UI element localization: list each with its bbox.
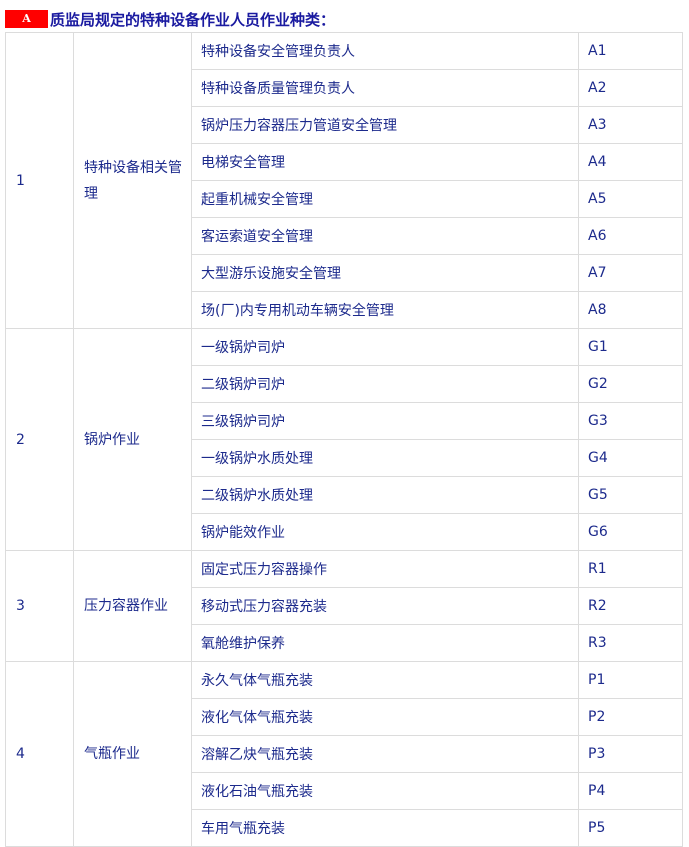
operation-code: G6 — [578, 513, 683, 551]
operation-code: A4 — [578, 143, 683, 181]
table-row: 大型游乐设施安全管理 A7 — [6, 254, 683, 292]
operation-code: R2 — [578, 587, 683, 625]
operation-name: 液化石油气瓶充装 — [191, 772, 579, 810]
group-category: 特种设备相关管理 — [73, 32, 192, 329]
operation-code: P2 — [578, 698, 683, 736]
table-row: 1 特种设备相关管理 特种设备安全管理负责人 A1 — [5, 32, 683, 329]
operation-name: 电梯安全管理 — [191, 143, 579, 181]
operation-name: 氧舱维护保养 — [191, 624, 579, 662]
operation-code: A2 — [578, 69, 683, 107]
operation-name: 锅炉压力容器压力管道安全管理 — [191, 106, 579, 144]
table-row: 溶解乙炔气瓶充装 P3 — [6, 735, 683, 773]
operation-name: 客运索道安全管理 — [191, 217, 579, 255]
operation-name: 液化气体气瓶充装 — [191, 698, 579, 736]
operation-code: R3 — [578, 624, 683, 662]
operation-code: G5 — [578, 476, 683, 514]
operation-code: P3 — [578, 735, 683, 773]
group-number: 2 — [5, 328, 74, 551]
operation-name: 固定式压力容器操作 — [191, 550, 579, 588]
operation-name: 锅炉能效作业 — [191, 513, 579, 551]
group-number: 3 — [5, 550, 74, 662]
operation-code: R1 — [578, 550, 683, 588]
operation-name: 场(厂)内专用机动车辆安全管理 — [191, 291, 579, 329]
table-row: 3 压力容器作业 固定式压力容器操作 R1 — [5, 550, 683, 662]
operation-types-table: 1 特种设备相关管理 特种设备安全管理负责人 A1 特种设备质量管理负责人 A2 锅炉压力容… — [5, 32, 683, 847]
table-row: 二级锅炉司炉 G2 — [6, 365, 683, 403]
group-category: 锅炉作业 — [73, 328, 192, 551]
operation-code: P1 — [578, 661, 683, 699]
table-row: 客运索道安全管理 A6 — [6, 217, 683, 255]
operation-name: 特种设备安全管理负责人 — [191, 32, 579, 70]
operation-code: G4 — [578, 439, 683, 477]
table-row: 移动式压力容器充装 R2 — [6, 587, 683, 625]
operation-name: 起重机械安全管理 — [191, 180, 579, 218]
operation-code: A1 — [578, 32, 683, 70]
operation-code: A5 — [578, 180, 683, 218]
group-number: 4 — [5, 661, 74, 847]
operation-code: A7 — [578, 254, 683, 292]
table-row: 二级锅炉水质处理 G5 — [6, 476, 683, 514]
operation-code: A8 — [578, 291, 683, 329]
operation-name: 三级锅炉司炉 — [191, 402, 579, 440]
operation-code: A3 — [578, 106, 683, 144]
operation-name: 永久气体气瓶充装 — [191, 661, 579, 699]
table-row: 液化气体气瓶充装 P2 — [6, 698, 683, 736]
table-row: 锅炉能效作业 G6 — [6, 513, 683, 551]
operation-name: 一级锅炉司炉 — [191, 328, 579, 366]
operation-code: A6 — [578, 217, 683, 255]
group-number: 1 — [5, 32, 74, 329]
operation-name: 二级锅炉水质处理 — [191, 476, 579, 514]
section-title: 质监局规定的特种设备作业人员作业种类： — [50, 10, 336, 29]
table-row: 三级锅炉司炉 G3 — [6, 402, 683, 440]
group-category: 压力容器作业 — [73, 550, 192, 662]
operation-code: G2 — [578, 365, 683, 403]
table-row: 电梯安全管理 A4 — [6, 143, 683, 181]
table-row: 液化石油气瓶充装 P4 — [6, 772, 683, 810]
operation-name: 溶解乙炔气瓶充装 — [191, 735, 579, 773]
table-row: 氧舱维护保养 R3 — [6, 624, 683, 662]
operation-name: 特种设备质量管理负责人 — [191, 69, 579, 107]
operation-name: 大型游乐设施安全管理 — [191, 254, 579, 292]
table-row: 特种设备质量管理负责人 A2 — [6, 69, 683, 107]
operation-name: 一级锅炉水质处理 — [191, 439, 579, 477]
table-row: 4 气瓶作业 永久气体气瓶充装 P1 — [5, 661, 683, 847]
operation-name: 二级锅炉司炉 — [191, 365, 579, 403]
section-heading: A 质监局规定的特种设备作业人员作业种类： — [5, 9, 335, 29]
table-row: 场(厂)内专用机动车辆安全管理 A8 — [6, 291, 683, 329]
operation-code: G3 — [578, 402, 683, 440]
operation-name: 移动式压力容器充装 — [191, 587, 579, 625]
operation-code: P4 — [578, 772, 683, 810]
section-badge: A — [5, 10, 48, 28]
table-row: 锅炉压力容器压力管道安全管理 A3 — [6, 106, 683, 144]
operation-code: G1 — [578, 328, 683, 366]
table-row: 起重机械安全管理 A5 — [6, 180, 683, 218]
group-category: 气瓶作业 — [73, 661, 192, 847]
table-row: 2 锅炉作业 一级锅炉司炉 G1 — [5, 328, 683, 551]
